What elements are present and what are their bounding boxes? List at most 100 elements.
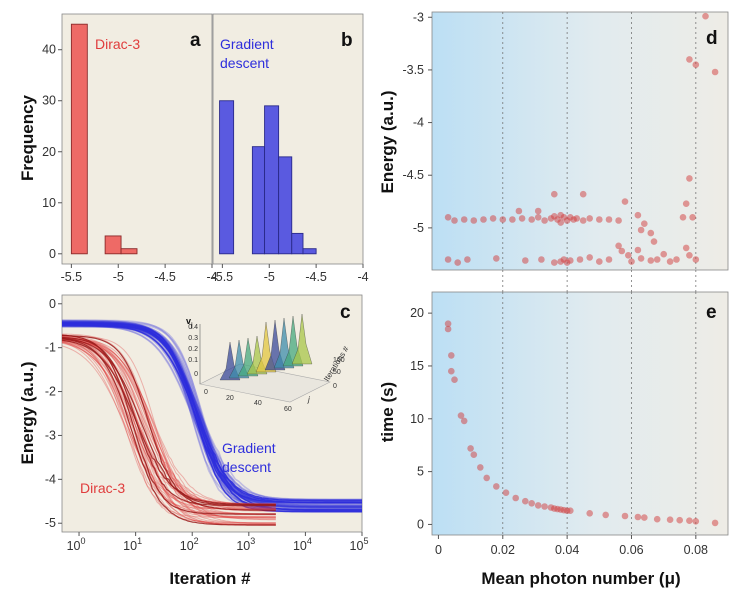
xtick-label-2: -4.5 bbox=[305, 270, 327, 284]
d-point-24 bbox=[596, 216, 603, 223]
xtick-label-0: -5.5 bbox=[61, 270, 83, 284]
panel-label-b: b bbox=[341, 30, 353, 51]
curve-dirac-3-30 bbox=[61, 338, 276, 521]
curve-dirac-3-0 bbox=[61, 337, 276, 511]
e-point-29 bbox=[641, 514, 648, 521]
ytick-label-4: 40 bbox=[42, 43, 56, 57]
e-xtick-label-0: 0 bbox=[435, 543, 442, 557]
d-point-64 bbox=[686, 252, 693, 259]
d-ytick-label-0: -3 bbox=[413, 10, 424, 24]
e-ytick-label-2: 10 bbox=[410, 412, 424, 426]
e-point-24 bbox=[567, 507, 574, 514]
d-point-65 bbox=[679, 214, 687, 221]
annotation-gradient-c-1: Gradient bbox=[222, 440, 276, 456]
e-point-31 bbox=[666, 516, 674, 523]
d-point-39 bbox=[464, 256, 471, 263]
d-point-68 bbox=[689, 214, 696, 221]
d-ytick-label-2: -4 bbox=[413, 116, 424, 130]
d-point-5 bbox=[489, 215, 497, 222]
e-point-32 bbox=[676, 516, 683, 524]
curve-gradient-descent-2 bbox=[62, 325, 362, 511]
e-point-25 bbox=[586, 510, 593, 517]
panel-label-c: c bbox=[340, 302, 351, 323]
curve-dirac-3-4 bbox=[61, 338, 276, 526]
ytick-label-2: 20 bbox=[42, 145, 56, 159]
hist-bar-4 bbox=[291, 232, 304, 255]
inset-ztick-2: 0.2 bbox=[188, 346, 198, 353]
e-point-13 bbox=[512, 494, 519, 502]
curve-dirac-3-16 bbox=[61, 336, 276, 508]
d-point-70 bbox=[686, 56, 693, 63]
e-point-15 bbox=[528, 500, 535, 507]
inset-ytick-1: 50 bbox=[333, 369, 341, 376]
ylabel-energy-c: Energy (a.u.) bbox=[18, 362, 37, 465]
curve-dirac-3-18 bbox=[61, 342, 276, 519]
d-point-43 bbox=[551, 259, 558, 266]
annotation-gradient-b-1: Gradient bbox=[220, 36, 274, 52]
d-point-55 bbox=[628, 258, 635, 265]
e-point-34 bbox=[692, 518, 700, 525]
d-point-22 bbox=[579, 217, 587, 224]
d-point-9 bbox=[528, 216, 535, 223]
d-point-69 bbox=[692, 256, 700, 263]
curve-dirac-3-3 bbox=[61, 334, 276, 510]
panel-label-e: e bbox=[706, 302, 717, 323]
d-point-33 bbox=[641, 220, 648, 227]
xlabel-photon: Mean photon number (μ) bbox=[481, 569, 680, 588]
d-point-71 bbox=[692, 61, 700, 68]
e-point-5 bbox=[457, 412, 465, 419]
d-point-10 bbox=[534, 214, 542, 221]
d-point-34 bbox=[647, 229, 655, 237]
d-point-32 bbox=[634, 211, 642, 219]
e-point-6 bbox=[460, 417, 468, 425]
d-point-29 bbox=[551, 190, 558, 198]
d-point-50 bbox=[596, 258, 603, 265]
d-point-16 bbox=[557, 219, 564, 226]
inset-xtick-3: 60 bbox=[284, 406, 292, 413]
d-point-25 bbox=[605, 216, 613, 223]
xtick-label-0: -5.5 bbox=[212, 270, 234, 284]
d-point-72 bbox=[711, 68, 719, 76]
d-point-60 bbox=[660, 250, 667, 258]
c-xtick-label-2: 102 bbox=[180, 536, 199, 553]
xtick-label-2: -4.5 bbox=[154, 270, 176, 284]
panel-e-plot: 20 15 10 5 00 0.02 0.04 0.06 0.08 bbox=[410, 292, 719, 557]
c-ytick-label-5: -5 bbox=[45, 516, 56, 530]
c-ytick-label-4: -4 bbox=[45, 472, 56, 486]
e-point-12 bbox=[502, 489, 510, 497]
xtick-label-1: -5 bbox=[113, 270, 124, 284]
c-xtick-label-0: 100 bbox=[67, 536, 86, 553]
ylabel-energy-d: Energy (a.u.) bbox=[378, 91, 397, 194]
d-point-56 bbox=[634, 246, 642, 254]
e-point-14 bbox=[522, 497, 529, 505]
e-point-3 bbox=[448, 367, 455, 375]
d-point-28 bbox=[534, 207, 542, 215]
d-point-62 bbox=[673, 256, 680, 263]
e-point-0 bbox=[444, 320, 452, 328]
d-ytick-label-4: -5 bbox=[413, 221, 424, 235]
c-xtick-label-3: 103 bbox=[236, 536, 255, 553]
d-point-61 bbox=[666, 258, 674, 265]
annotation-dirac-c: Dirac-3 bbox=[80, 480, 125, 496]
curve-dirac-3-24 bbox=[62, 335, 276, 510]
d-point-30 bbox=[579, 190, 587, 198]
c-ytick-label-0: 0 bbox=[49, 297, 56, 311]
e-ytick-label-1: 15 bbox=[410, 359, 424, 373]
panel-label-d: d bbox=[706, 28, 718, 49]
inset-xlabel: j bbox=[307, 395, 310, 404]
curve-gradient-descent-5 bbox=[62, 319, 362, 508]
d-point-73 bbox=[702, 12, 709, 20]
curve-dirac-3-4 bbox=[61, 335, 276, 524]
inset-zlabel: vj bbox=[186, 316, 193, 329]
ylabel-frequency: Frequency bbox=[18, 94, 37, 181]
e-ytick-label-0: 20 bbox=[410, 306, 424, 320]
d-point-27 bbox=[515, 207, 523, 215]
c-ytick-label-2: -2 bbox=[45, 385, 56, 399]
e-point-2 bbox=[448, 352, 455, 359]
e-point-30 bbox=[653, 515, 661, 523]
e-point-28 bbox=[634, 513, 642, 521]
curve-dirac-3-5 bbox=[61, 337, 276, 511]
hist-bar-2 bbox=[264, 105, 280, 255]
d-point-6 bbox=[499, 216, 507, 223]
curve-dirac-3-23 bbox=[61, 341, 276, 518]
